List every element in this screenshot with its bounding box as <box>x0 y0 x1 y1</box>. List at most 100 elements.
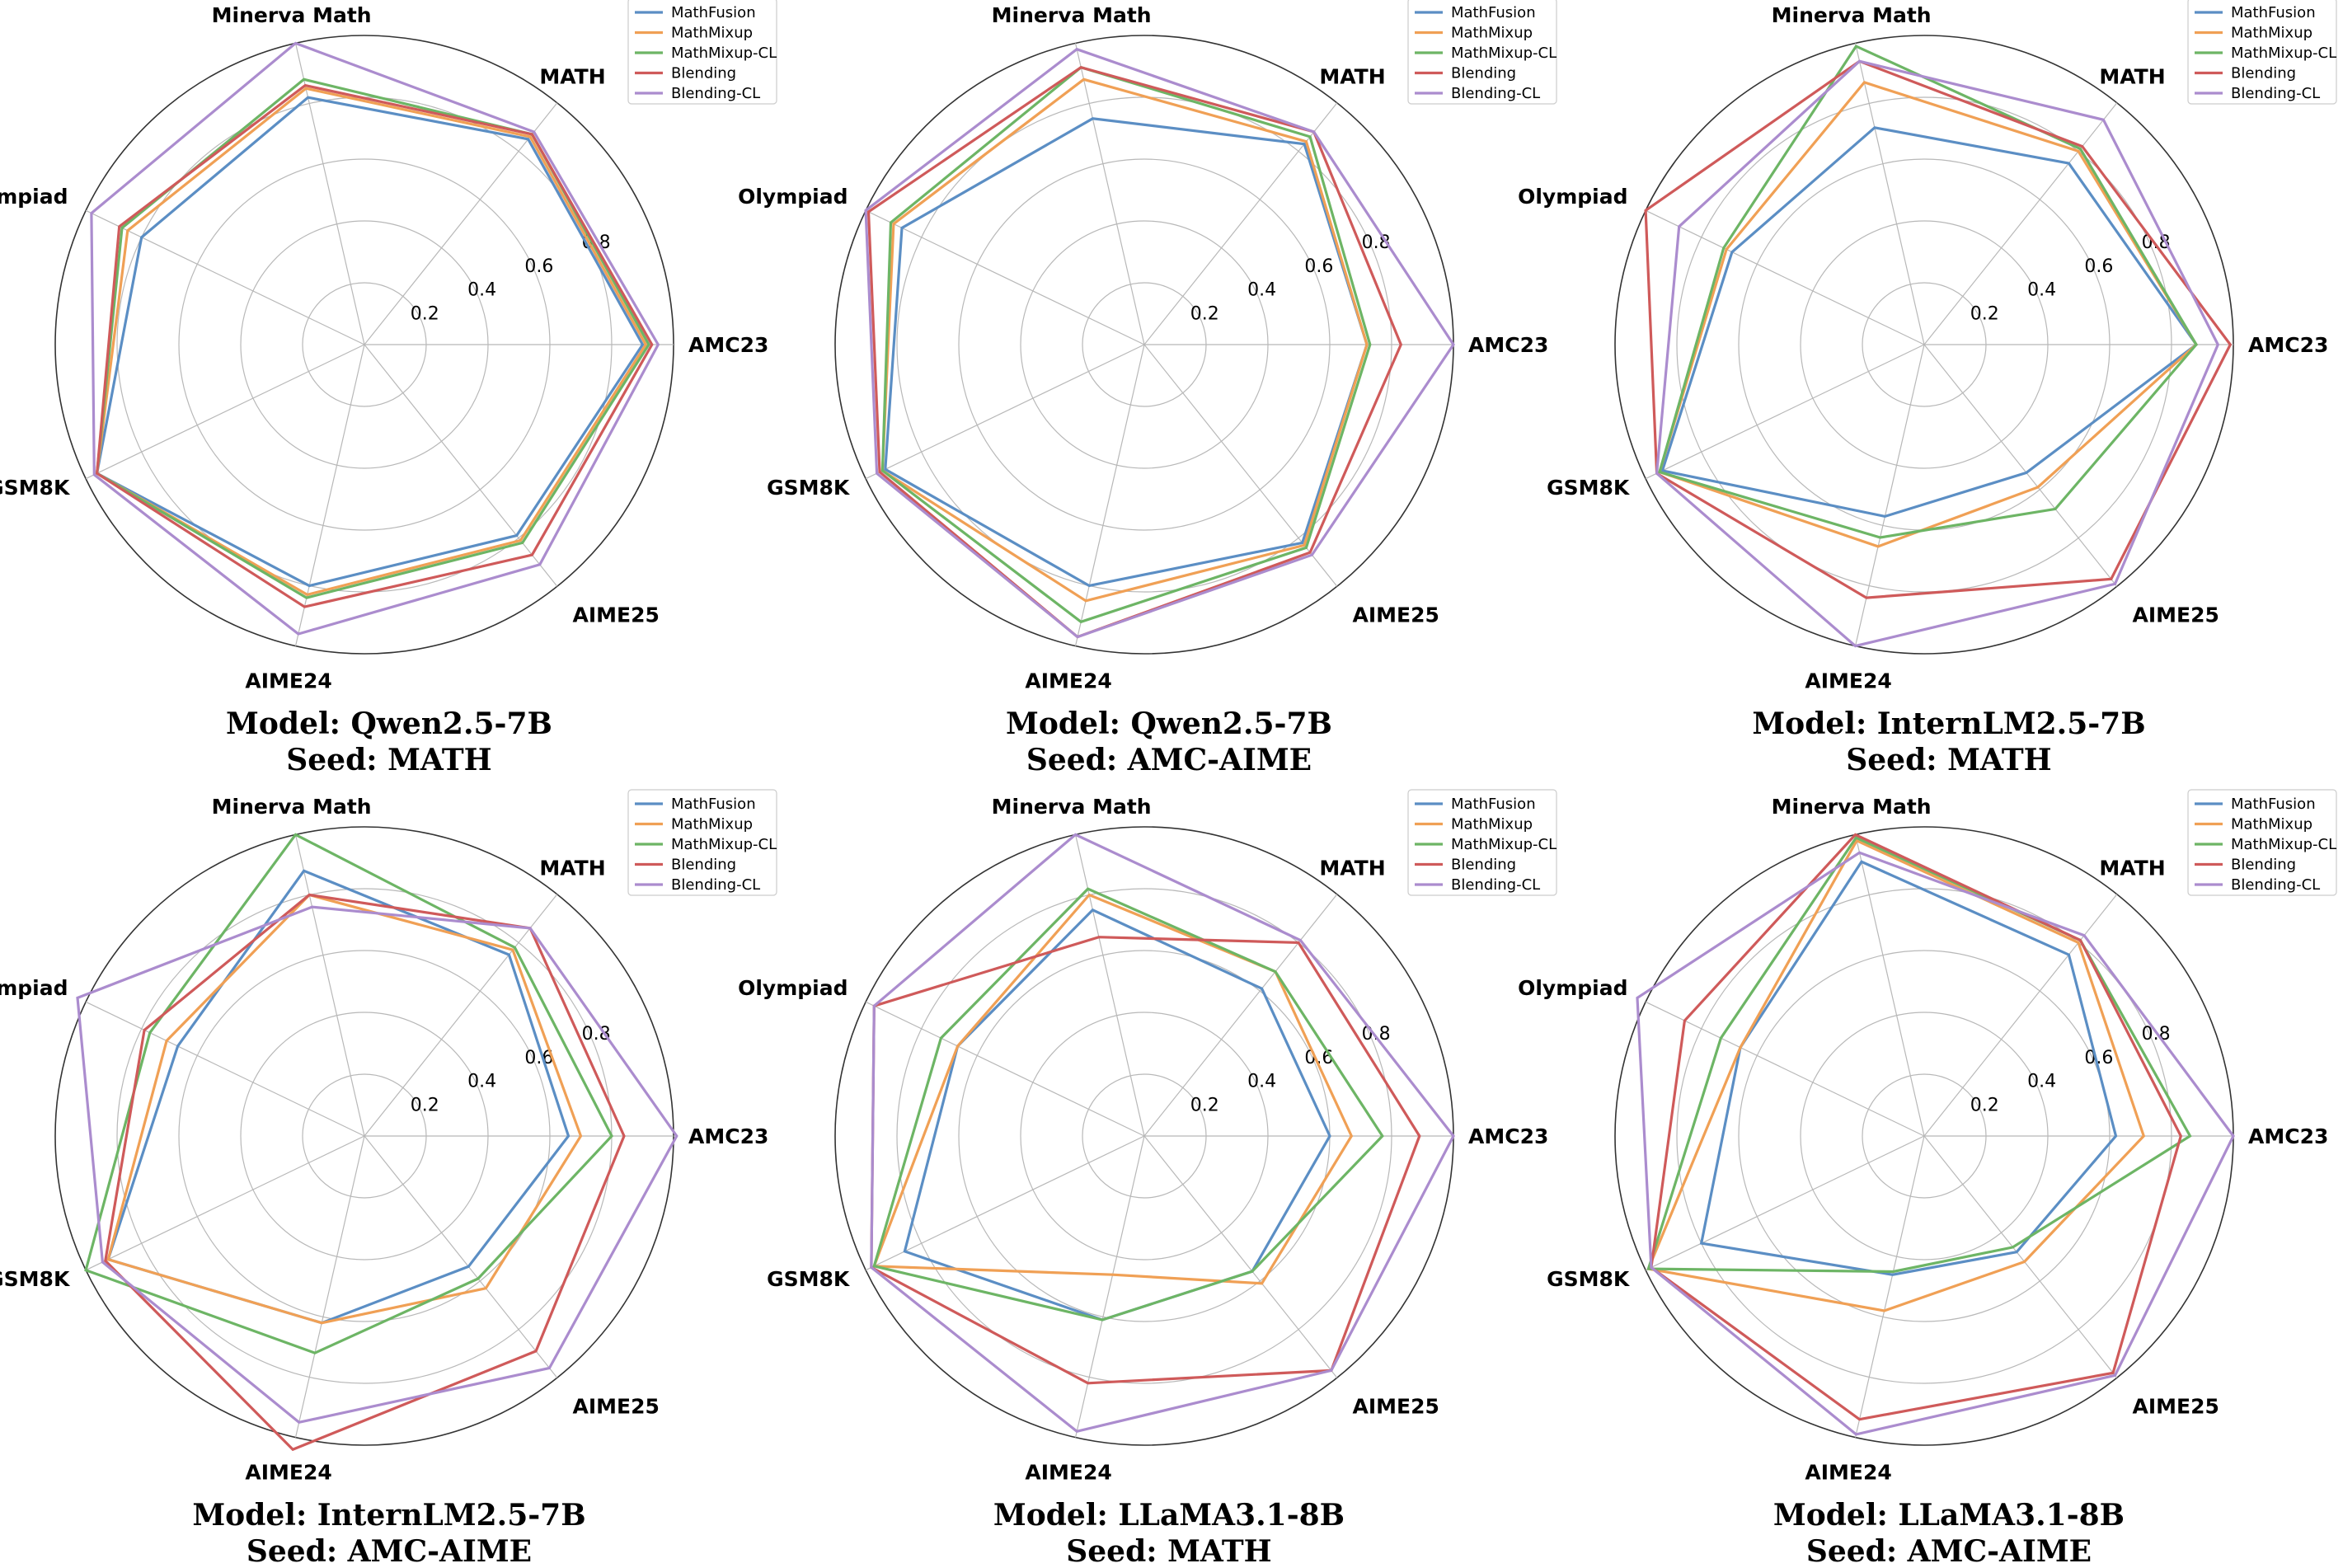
series-line-blending-cl <box>76 905 678 1425</box>
axis-label-aime25: AIME25 <box>573 1395 660 1419</box>
legend-entry: MathMixup <box>671 816 753 833</box>
axis-spoke <box>364 894 558 1137</box>
axis-spoke <box>1074 344 1145 646</box>
axis-label-aime25: AIME25 <box>2133 603 2219 627</box>
axis-label-olympiad: Olympiad <box>0 185 68 209</box>
radial-tick-label: 0.2 <box>1190 303 1219 324</box>
series-line-mathmixup-cl <box>84 833 613 1354</box>
axis-label-math: MATH <box>1319 64 1385 88</box>
series-line-blending-cl <box>864 47 1455 639</box>
axis-spoke <box>1854 1135 1925 1438</box>
radial-tick-label: 0.4 <box>1247 1072 1276 1092</box>
legend-entry: MathMixup <box>1451 816 1533 833</box>
axis-label-amc23: AMC23 <box>1468 1124 1548 1148</box>
legend: MathFusion MathMixup MathMixup-CL Blending B… <box>2187 789 2337 896</box>
radial-tick-label: 0.4 <box>1247 280 1276 301</box>
radial-tick-label: 0.2 <box>1970 1095 1999 1115</box>
axis-spoke <box>1645 209 1925 345</box>
axis-label-aime25: AIME25 <box>573 603 660 627</box>
series-line-blending <box>95 83 654 608</box>
legend-entry: Blending <box>2231 857 2296 874</box>
axis-spoke <box>865 209 1145 345</box>
radial-tick-label: 0.6 <box>1304 256 1333 277</box>
series-line-mathfusion <box>1699 860 2118 1276</box>
axis-spoke <box>1143 102 1338 345</box>
legend-frame <box>1407 0 1557 105</box>
axis-spoke <box>1854 43 1925 345</box>
axis-spoke <box>1645 344 1925 480</box>
axis-spoke <box>1143 344 1338 587</box>
radial-tick-label: 0.2 <box>1190 1095 1219 1115</box>
axis-spoke <box>294 834 365 1137</box>
axis-label-aime24: AIME24 <box>1025 1461 1111 1485</box>
legend-entry: MathMixup <box>2231 816 2312 833</box>
legend-entry: MathMixup-CL <box>1451 836 1557 853</box>
legend-frame <box>2187 789 2337 896</box>
axis-label-math: MATH <box>2099 856 2165 880</box>
radial-tick-label: 0.2 <box>411 1095 439 1115</box>
axis-spoke <box>865 1135 1145 1271</box>
axis-spoke <box>1923 344 2118 587</box>
axis-label-aime24: AIME24 <box>1805 1461 1891 1485</box>
series-line-mathmixup <box>1646 838 2146 1312</box>
axis-spoke <box>1923 1135 2118 1378</box>
legend: MathFusion MathMixup MathMixup-CL Blending B… <box>2187 0 2337 105</box>
legend-entry: MathMixup-CL <box>2231 836 2336 853</box>
legend-frame <box>627 0 777 105</box>
series-line-blending <box>1650 833 2183 1421</box>
legend: MathFusion MathMixup MathMixup-CL Blending B… <box>1407 0 1557 105</box>
legend-entry: MathFusion <box>671 4 756 21</box>
caption-seed: Seed: AMC-AIME <box>1026 743 1312 777</box>
radial-tick-label: 0.8 <box>2142 1024 2171 1045</box>
radial-tick-label: 0.6 <box>2084 256 2113 277</box>
axis-label-aime25: AIME25 <box>2133 1395 2219 1419</box>
series-line-blending <box>1644 59 2233 599</box>
legend-entry: MathFusion <box>671 796 756 813</box>
series-line-mathfusion <box>1660 126 2199 519</box>
series-line-mathfusion <box>884 117 1369 588</box>
axis-spoke <box>364 344 558 587</box>
axis-spoke <box>865 344 1145 480</box>
legend: MathFusion MathMixup MathMixup-CL Blending B… <box>1407 789 1557 896</box>
legend: MathFusion MathMixup MathMixup-CL Blending B… <box>627 0 777 105</box>
series-line-blending-cl <box>870 833 1455 1434</box>
axis-spoke <box>1074 43 1145 345</box>
axis-label-gsm8k: GSM8K <box>1547 476 1631 500</box>
radial-tick-label: 0.8 <box>1362 1024 1391 1045</box>
legend-entry: MathFusion <box>2231 796 2316 813</box>
caption-seed: Seed: MATH <box>1846 743 2051 777</box>
axis-spoke <box>364 102 558 345</box>
series-line-blending-cl <box>1636 851 2235 1436</box>
legend-entry: MathMixup <box>1451 25 1533 42</box>
legend-entry: Blending-CL <box>2231 85 2320 102</box>
axis-label-minerva-math: Minerva Math <box>992 3 1152 27</box>
axis-label-minerva-math: Minerva Math <box>212 795 372 819</box>
legend: MathFusion MathMixup MathMixup-CL Blending B… <box>627 789 777 896</box>
legend-frame <box>627 789 777 896</box>
axis-label-gsm8k: GSM8K <box>767 476 851 500</box>
axis-label-math: MATH <box>539 856 605 880</box>
axis-spoke <box>364 1135 558 1378</box>
axis-label-gsm8k: GSM8K <box>0 1267 71 1291</box>
legend-entry: Blending-CL <box>671 85 760 102</box>
series-line-blending-cl <box>90 41 660 636</box>
legend-entry: MathMixup-CL <box>2231 45 2336 62</box>
series-line-mathmixup-cl <box>880 65 1372 624</box>
axis-spoke <box>1854 834 1925 1137</box>
axis-spoke <box>85 209 365 345</box>
axis-spoke <box>1143 894 1338 1137</box>
series-line-blending <box>866 65 1403 639</box>
caption-model: Model: LLaMA3.1-8B <box>993 1498 1345 1533</box>
axis-label-minerva-math: Minerva Math <box>212 3 372 27</box>
series-line-mathfusion <box>95 96 645 588</box>
axis-spoke <box>85 1135 365 1271</box>
axis-label-amc23: AMC23 <box>688 333 768 357</box>
series-line-blending-cl <box>1655 59 2220 648</box>
series-line-mathmixup <box>1658 81 2199 548</box>
axis-label-math: MATH <box>2099 64 2165 88</box>
legend-entry: Blending-CL <box>1451 85 1540 102</box>
legend-entry: Blending <box>2231 65 2296 82</box>
